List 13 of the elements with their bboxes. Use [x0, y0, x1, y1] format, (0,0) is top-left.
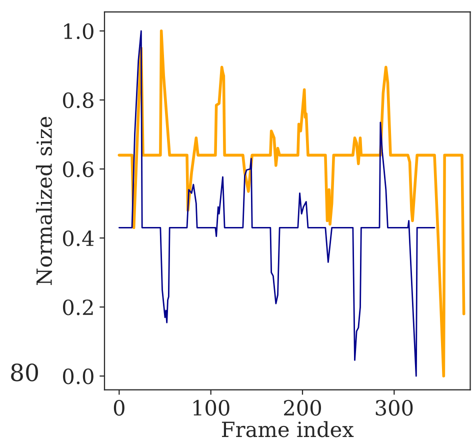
y-tick-label: 0.0 — [63, 368, 94, 384]
y-tick-label: 0.6 — [63, 161, 94, 178]
y-tick-label: 1.0 — [64, 23, 94, 40]
x-tick-label: 0 — [114, 400, 124, 416]
x-tick-label: 300 — [376, 400, 413, 416]
y-tick-label: 0.4 — [63, 230, 94, 246]
text: 80 — [11, 363, 38, 382]
x-tick-label: 100 — [193, 400, 230, 416]
x-axis-title: Frame index — [222, 421, 354, 438]
y-tick-label: 0.2 — [63, 299, 93, 316]
y-tick-label: 0.8 — [63, 92, 94, 108]
x-tick-label: 200 — [284, 400, 321, 416]
y-axis-title: Normalized size — [36, 116, 52, 285]
